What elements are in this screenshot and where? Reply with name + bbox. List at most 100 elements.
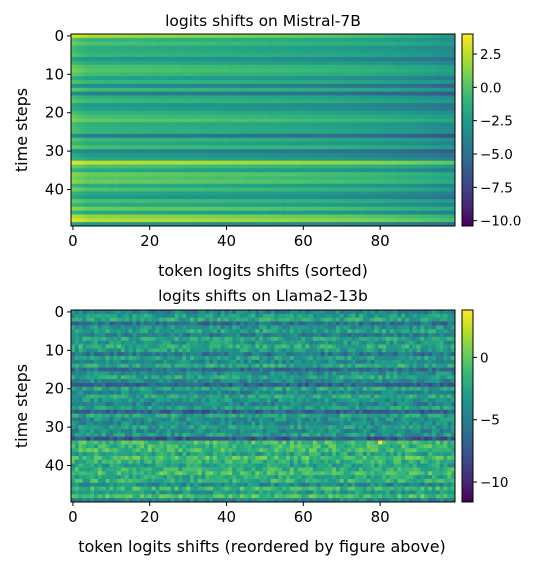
heatmap-cell: [113, 64, 118, 69]
heatmap-cell: [174, 191, 179, 196]
heatmap-cell: [355, 176, 360, 181]
heatmap-cell: [124, 164, 129, 169]
heatmap-cell: [239, 202, 245, 208]
heatmap-cell: [86, 110, 91, 115]
heatmap-cell: [117, 110, 122, 115]
heatmap-cell: [305, 76, 310, 81]
heatmap-cell: [74, 57, 80, 62]
heatmap-cell: [359, 183, 364, 188]
heatmap-cell: [74, 164, 80, 169]
heatmap-cell: [286, 149, 291, 154]
heatmap-cell: [216, 214, 222, 219]
heatmap-cell: [359, 114, 364, 119]
heatmap-cell: [105, 137, 110, 142]
heatmap-cell: [78, 122, 83, 127]
heatmap-cell: [297, 195, 302, 200]
heatmap-cell: [316, 133, 321, 139]
heatmap-cell: [401, 41, 406, 46]
heatmap-cell: [408, 218, 414, 223]
heatmap-cell: [117, 133, 122, 139]
heatmap-cell: [232, 164, 237, 169]
heatmap-cell: [374, 206, 379, 211]
heatmap-cell: [362, 164, 368, 169]
heatmap-cell: [117, 80, 122, 85]
heatmap-cell: [174, 37, 179, 43]
heatmap-cell: [247, 176, 252, 181]
heatmap-cell: [178, 80, 183, 85]
heatmap-cell: [186, 199, 191, 204]
heatmap-cell: [147, 172, 152, 177]
heatmap-cell: [397, 34, 402, 39]
heatmap-cell: [197, 172, 202, 177]
heatmap-cell: [243, 91, 248, 96]
heatmap-cell: [389, 172, 394, 177]
heatmap-cell: [105, 72, 110, 77]
heatmap-cell: [167, 49, 172, 54]
heatmap-cell: [220, 202, 225, 208]
heatmap-cell: [124, 64, 129, 69]
heatmap-cell: [255, 176, 260, 181]
heatmap-cell: [424, 179, 429, 185]
heatmap-cell: [174, 156, 179, 162]
heatmap-cell: [213, 72, 218, 77]
heatmap-cell: [209, 83, 214, 89]
heatmap-cell: [378, 60, 383, 66]
heatmap-cell: [224, 176, 229, 181]
heatmap-cell: [163, 83, 168, 89]
heatmap-cell: [328, 183, 333, 188]
heatmap-cell: [178, 210, 183, 215]
heatmap-cell: [397, 99, 402, 104]
heatmap-cell: [266, 122, 272, 127]
heatmap-cell: [82, 206, 87, 211]
heatmap-cell: [412, 106, 417, 112]
heatmap-cell: [393, 214, 398, 219]
heatmap-cell: [216, 179, 222, 185]
heatmap-cell: [236, 80, 241, 85]
heatmap-cell: [439, 191, 444, 196]
heatmap-cell: [170, 41, 176, 46]
heatmap-cell: [316, 218, 321, 223]
heatmap-cell: [259, 130, 264, 135]
heatmap-cell: [316, 91, 321, 96]
heatmap-cell: [378, 95, 383, 100]
heatmap-cell: [190, 141, 195, 146]
heatmap-cell: [232, 64, 237, 69]
heatmap-cell: [439, 83, 444, 89]
heatmap-cell: [197, 222, 202, 227]
heatmap-cell: [451, 191, 456, 196]
heatmap-cell: [163, 164, 168, 169]
heatmap-cell: [117, 145, 122, 150]
heatmap-cell: [163, 37, 168, 43]
heatmap-cell: [178, 37, 183, 43]
heatmap-cell: [343, 68, 348, 73]
heatmap-cell: [255, 141, 260, 146]
heatmap-cell: [382, 191, 387, 196]
heatmap-cell: [247, 156, 252, 162]
heatmap-cell: [428, 149, 433, 154]
heatmap-cell: [374, 83, 379, 89]
heatmap-cell: [263, 122, 268, 127]
heatmap-cell: [412, 164, 417, 169]
heatmap-cell: [259, 179, 264, 185]
heatmap-cell: [312, 49, 318, 54]
heatmap-cell: [236, 45, 241, 50]
heatmap-cell: [286, 57, 291, 62]
heatmap-cell: [201, 118, 206, 123]
heatmap-cell: [228, 145, 233, 150]
heatmap-cell: [316, 110, 321, 115]
heatmap-cell: [266, 99, 272, 104]
heatmap-cell: [255, 202, 260, 208]
heatmap-cell: [359, 195, 364, 200]
heatmap-cell: [420, 206, 425, 211]
heatmap-cell: [286, 218, 291, 223]
heatmap-cell: [443, 37, 448, 43]
heatmap-cell: [101, 141, 106, 146]
heatmap-cell: [94, 176, 99, 181]
heatmap-cell: [339, 168, 344, 173]
heatmap-cell: [332, 149, 337, 154]
heatmap-cell: [274, 114, 279, 119]
heatmap-cell: [128, 68, 133, 73]
heatmap-cell: [282, 218, 287, 223]
heatmap-cell: [136, 106, 141, 112]
heatmap-cell: [220, 37, 225, 43]
